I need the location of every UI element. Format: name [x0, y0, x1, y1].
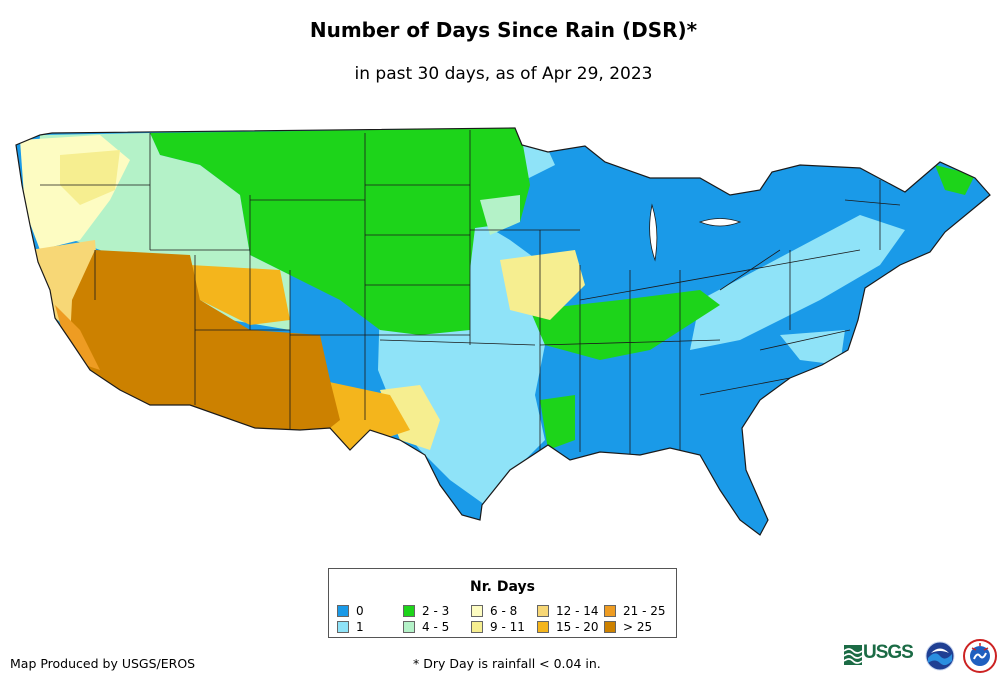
legend-label: 0 [356, 604, 364, 618]
legend-label: 9 - 11 [490, 620, 525, 634]
zone-1-day-mid-atlantic [780, 330, 845, 365]
legend-label: 21 - 25 [623, 604, 666, 618]
legend-swatch [337, 621, 349, 633]
legend-label: 2 - 3 [422, 604, 450, 618]
legend-swatch [537, 621, 549, 633]
usgs-wave-icon [844, 645, 862, 665]
legend-swatch [337, 605, 349, 617]
zone-21-25-days-socal [55, 305, 100, 370]
state-boundaries [40, 130, 901, 470]
dsr-zones [20, 128, 975, 505]
legend-label: 6 - 8 [490, 604, 518, 618]
legend-box: Nr. Days 0 1 2 - 3 4 - 5 6 - 8 9 - 11 12… [328, 568, 677, 638]
zone-9-11-days-missouri [500, 250, 585, 320]
zone-9-11-days-oregon [60, 150, 120, 205]
legend-label: 12 - 14 [556, 604, 599, 618]
legend-title: Nr. Days [470, 579, 535, 595]
legend-swatch [403, 605, 415, 617]
legend-label: 4 - 5 [422, 620, 450, 634]
lake-michigan [649, 203, 658, 262]
noaa-logo-icon [925, 641, 955, 671]
zone-over-25-days-southwest [70, 250, 340, 430]
usgs-wordmark: USGS [863, 642, 914, 663]
zone-4-5-days-iowa [480, 195, 520, 235]
zone-2-3-days-ohio-valley [530, 290, 720, 360]
legend-swatch [471, 621, 483, 633]
legend-swatch [604, 605, 616, 617]
legend-swatch [471, 605, 483, 617]
map-credit: Map Produced by USGS/EROS [10, 656, 196, 671]
legend-label: 15 - 20 [556, 620, 599, 634]
zone-2-3-days-louisiana [540, 395, 575, 450]
zone-9-11-days-texas [380, 385, 440, 450]
nws-logo-icon [963, 639, 997, 673]
legend-swatch [604, 621, 616, 633]
lake-huron [698, 218, 742, 227]
map-subtitle: in past 30 days, as of Apr 29, 2023 [354, 64, 653, 84]
legend-swatch [537, 605, 549, 617]
dry-day-footnote: * Dry Day is rainfall < 0.04 in. [413, 656, 601, 671]
legend-label: 1 [356, 620, 364, 634]
zone-15-20-days-utah [190, 265, 290, 325]
legend-swatch [403, 621, 415, 633]
legend-label: > 25 [623, 620, 653, 634]
usgs-logo: USGS [844, 642, 920, 668]
zone-1-day-appalachian [690, 215, 905, 350]
zone-2-3-days-north [150, 128, 530, 335]
map-title: Number of Days Since Rain (DSR)* [309, 18, 698, 42]
